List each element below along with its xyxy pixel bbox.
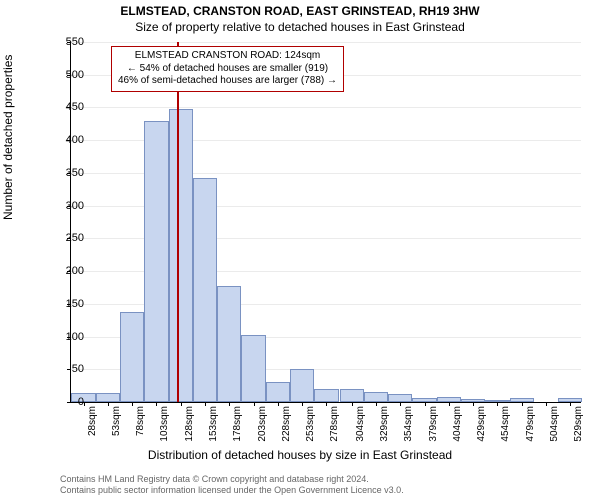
chart-title-secondary: Size of property relative to detached ho…	[0, 20, 600, 34]
x-tick-label: 153sqm	[208, 406, 219, 466]
histogram-bar	[266, 382, 290, 402]
y-tick-label: 450	[34, 101, 84, 113]
x-tick-label: 379sqm	[428, 406, 439, 466]
x-tick-mark	[425, 402, 426, 406]
x-tick-label: 53sqm	[111, 406, 122, 466]
histogram-bar	[144, 121, 168, 402]
y-tick-label: 50	[34, 363, 84, 375]
y-tick-label: 200	[34, 265, 84, 277]
x-tick-mark	[254, 402, 255, 406]
gridline	[71, 42, 581, 43]
y-tick-label: 150	[34, 298, 84, 310]
x-tick-mark	[108, 402, 109, 406]
x-tick-mark	[156, 402, 157, 406]
y-axis-label: Number of detached properties	[1, 55, 15, 220]
x-tick-label: 404sqm	[452, 406, 463, 466]
x-tick-mark	[205, 402, 206, 406]
x-tick-label: 253sqm	[305, 406, 316, 466]
x-tick-mark	[132, 402, 133, 406]
y-tick-label: 300	[34, 200, 84, 212]
x-tick-label: 103sqm	[159, 406, 170, 466]
y-tick-label: 0	[34, 396, 84, 408]
chart-title-primary: ELMSTEAD, CRANSTON ROAD, EAST GRINSTEAD,…	[0, 4, 600, 18]
x-tick-mark	[400, 402, 401, 406]
x-tick-mark	[278, 402, 279, 406]
x-tick-mark	[522, 402, 523, 406]
histogram-bar	[290, 369, 314, 402]
x-tick-label: 429sqm	[476, 406, 487, 466]
annotation-line-3: 46% of semi-detached houses are larger (…	[118, 75, 337, 88]
x-tick-mark	[229, 402, 230, 406]
x-tick-mark	[326, 402, 327, 406]
footer-line-1: Contains HM Land Registry data © Crown c…	[60, 474, 404, 485]
x-tick-label: 329sqm	[379, 406, 390, 466]
x-tick-label: 479sqm	[525, 406, 536, 466]
x-tick-label: 203sqm	[257, 406, 268, 466]
x-tick-mark	[570, 402, 571, 406]
x-tick-label: 354sqm	[403, 406, 414, 466]
x-tick-label: 454sqm	[500, 406, 511, 466]
x-tick-label: 529sqm	[573, 406, 584, 466]
footer-attribution: Contains HM Land Registry data © Crown c…	[60, 474, 404, 496]
y-tick-label: 100	[34, 331, 84, 343]
x-tick-label: 228sqm	[281, 406, 292, 466]
histogram-bar	[120, 312, 144, 402]
histogram-bar	[340, 389, 364, 402]
annotation-line-2: ← 54% of detached houses are smaller (91…	[118, 63, 337, 76]
x-tick-mark	[497, 402, 498, 406]
x-tick-mark	[473, 402, 474, 406]
x-tick-label: 178sqm	[232, 406, 243, 466]
histogram-bar	[314, 389, 338, 402]
annotation-line-1: ELMSTEAD CRANSTON ROAD: 124sqm	[118, 50, 337, 63]
y-tick-label: 550	[34, 36, 84, 48]
x-tick-label: 78sqm	[135, 406, 146, 466]
histogram-bar	[96, 393, 120, 402]
x-tick-mark	[376, 402, 377, 406]
y-tick-label: 500	[34, 69, 84, 81]
footer-line-2: Contains public sector information licen…	[60, 485, 404, 496]
x-tick-mark	[546, 402, 547, 406]
x-tick-label: 278sqm	[329, 406, 340, 466]
x-tick-mark	[302, 402, 303, 406]
y-tick-label: 400	[34, 134, 84, 146]
x-tick-mark	[449, 402, 450, 406]
x-tick-mark	[181, 402, 182, 406]
histogram-bar	[169, 109, 193, 402]
x-tick-label: 128sqm	[184, 406, 195, 466]
y-tick-label: 350	[34, 167, 84, 179]
histogram-bar	[217, 286, 241, 403]
reference-line	[177, 42, 179, 402]
histogram-plot-area: ELMSTEAD CRANSTON ROAD: 124sqm ← 54% of …	[70, 42, 581, 403]
histogram-bar	[241, 335, 265, 402]
reference-annotation-box: ELMSTEAD CRANSTON ROAD: 124sqm ← 54% of …	[111, 46, 344, 92]
x-tick-label: 28sqm	[87, 406, 98, 466]
x-tick-label: 504sqm	[549, 406, 560, 466]
histogram-bar	[364, 392, 388, 402]
x-tick-label: 304sqm	[355, 406, 366, 466]
histogram-bar	[193, 178, 217, 402]
gridline	[71, 107, 581, 108]
x-tick-mark	[352, 402, 353, 406]
histogram-bar	[388, 394, 412, 402]
y-tick-label: 250	[34, 232, 84, 244]
